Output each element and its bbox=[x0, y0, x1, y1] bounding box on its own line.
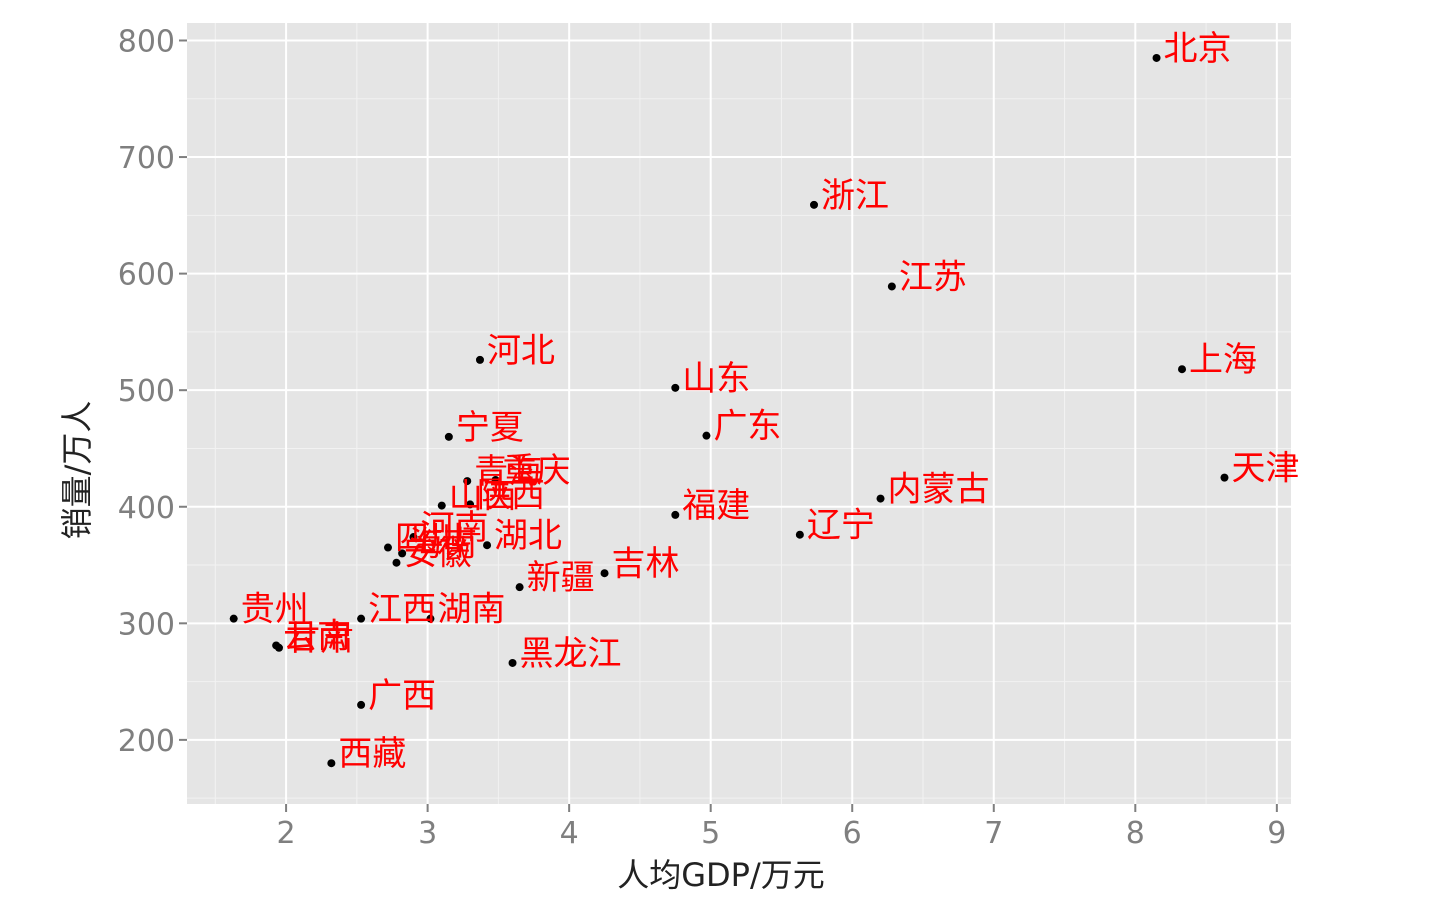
data-point bbox=[426, 614, 435, 623]
x-tick-label: 7 bbox=[984, 816, 1003, 851]
data-point bbox=[876, 494, 885, 503]
y-axis-ticks: 200 300 400 500 600 700 800 bbox=[118, 24, 187, 759]
point-label: 贵州 bbox=[241, 590, 309, 630]
x-tick-label: 2 bbox=[277, 816, 296, 851]
point-label: 北京 bbox=[1164, 29, 1232, 69]
x-axis-ticks: 2 3 4 5 6 7 8 9 bbox=[277, 804, 1286, 851]
point-label: 新疆 bbox=[527, 558, 595, 598]
data-point bbox=[1178, 365, 1187, 374]
point-label: 河南 bbox=[420, 508, 488, 548]
panel-background bbox=[187, 23, 1291, 804]
y-tick-label: 200 bbox=[118, 724, 175, 759]
point-label: 山东 bbox=[682, 359, 750, 399]
data-point bbox=[515, 583, 524, 592]
data-point bbox=[671, 383, 680, 392]
y-tick-label: 800 bbox=[118, 24, 175, 59]
data-point bbox=[444, 432, 453, 441]
point-label: 青海 bbox=[474, 452, 542, 492]
x-tick-label: 9 bbox=[1267, 816, 1286, 851]
y-tick-label: 400 bbox=[118, 491, 175, 526]
point-label: 黑龙江 bbox=[520, 634, 622, 674]
data-point bbox=[327, 759, 336, 768]
y-tick-label: 500 bbox=[118, 374, 175, 409]
data-point bbox=[392, 558, 401, 567]
data-point bbox=[437, 501, 446, 510]
data-point bbox=[466, 500, 475, 509]
x-tick-label: 6 bbox=[843, 816, 862, 851]
point-label: 广东 bbox=[713, 407, 781, 447]
point-label: 福建 bbox=[682, 486, 750, 526]
point-label: 辽宁 bbox=[807, 506, 875, 546]
major-gridlines bbox=[187, 23, 1291, 804]
point-label: 重庆 bbox=[503, 451, 571, 491]
point-label: 河北 bbox=[487, 331, 555, 371]
point-label: 天津 bbox=[1231, 449, 1299, 489]
point-label: 陕西 bbox=[477, 475, 545, 515]
data-point bbox=[409, 533, 418, 542]
data-point bbox=[229, 614, 238, 623]
data-point bbox=[463, 477, 472, 486]
data-point bbox=[702, 431, 711, 440]
data-point bbox=[600, 569, 609, 578]
point-label: 云南 bbox=[283, 616, 351, 656]
data-point bbox=[795, 530, 804, 539]
point-label: 江苏 bbox=[899, 257, 967, 297]
data-point bbox=[671, 510, 680, 519]
y-tick-label: 600 bbox=[118, 258, 175, 293]
point-labels: 北京浙江江苏上海河北山东广东宁夏天津内蒙古青海重庆山西陕西 福建 辽宁四川河南海南湖… bbox=[241, 29, 1300, 774]
data-points bbox=[229, 53, 1229, 768]
point-label: 江西 bbox=[368, 590, 436, 630]
point-label: 内蒙古 bbox=[888, 470, 990, 510]
data-point bbox=[398, 549, 407, 558]
point-label: 湖北 bbox=[494, 516, 562, 556]
data-point bbox=[1220, 473, 1229, 482]
data-point bbox=[483, 541, 492, 550]
y-axis-title: 销量/万人 bbox=[58, 401, 96, 540]
data-point bbox=[357, 614, 366, 623]
x-tick-label: 4 bbox=[560, 816, 579, 851]
data-point bbox=[357, 700, 366, 709]
point-label: 山西 bbox=[449, 477, 517, 517]
point-label: 吉林 bbox=[612, 544, 680, 584]
point-label: 广西 bbox=[368, 676, 436, 716]
point-label: 湖南 bbox=[437, 590, 505, 630]
point-label: 西藏 bbox=[338, 734, 406, 774]
data-point bbox=[275, 643, 283, 652]
x-tick-label: 5 bbox=[701, 816, 720, 851]
y-tick-label: 700 bbox=[118, 141, 175, 176]
data-point bbox=[475, 355, 484, 364]
x-tick-label: 3 bbox=[418, 816, 437, 851]
minor-gridlines bbox=[187, 23, 1291, 804]
point-label: 甘肃 bbox=[286, 619, 354, 659]
point-label: 宁夏 bbox=[456, 408, 524, 448]
point-label: 海南 bbox=[409, 524, 477, 564]
data-point bbox=[491, 475, 500, 484]
data-point bbox=[887, 282, 896, 291]
y-tick-label: 300 bbox=[118, 607, 175, 642]
point-label: 四川 bbox=[395, 519, 463, 559]
data-point bbox=[1152, 53, 1161, 62]
data-point bbox=[383, 543, 392, 552]
point-label: 浙江 bbox=[821, 176, 889, 216]
x-tick-label: 8 bbox=[1126, 816, 1145, 851]
data-point bbox=[508, 658, 517, 667]
point-label: 上海 bbox=[1189, 340, 1257, 380]
x-axis-title: 人均GDP/万元 bbox=[617, 856, 825, 894]
data-point bbox=[810, 200, 819, 209]
point-label: 安徽 bbox=[403, 534, 471, 574]
